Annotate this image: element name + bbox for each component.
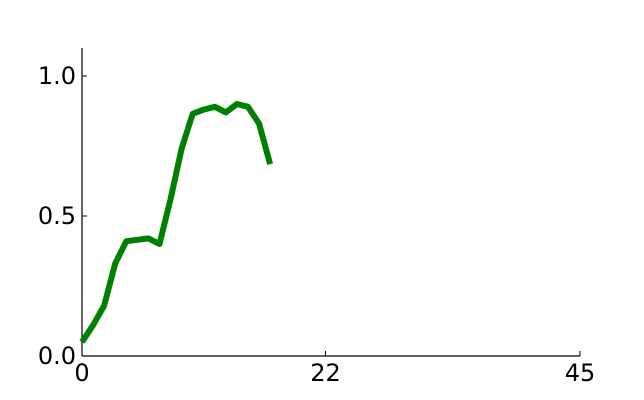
y-tick-label: 0.0 <box>38 342 76 370</box>
x-tick-label: 0 <box>74 359 89 387</box>
y-tick-label: 0.5 <box>38 202 76 230</box>
series-line-0 <box>79 101 274 344</box>
x-tick-label: 45 <box>565 359 596 387</box>
axes <box>81 48 580 357</box>
x-ticks: 0 22 45 <box>74 351 595 387</box>
x-tick-label: 22 <box>310 359 341 387</box>
y-ticks: 0.0 0.5 1.0 <box>38 62 87 370</box>
y-tick-label: 1.0 <box>38 62 76 90</box>
plot-series <box>79 101 274 344</box>
